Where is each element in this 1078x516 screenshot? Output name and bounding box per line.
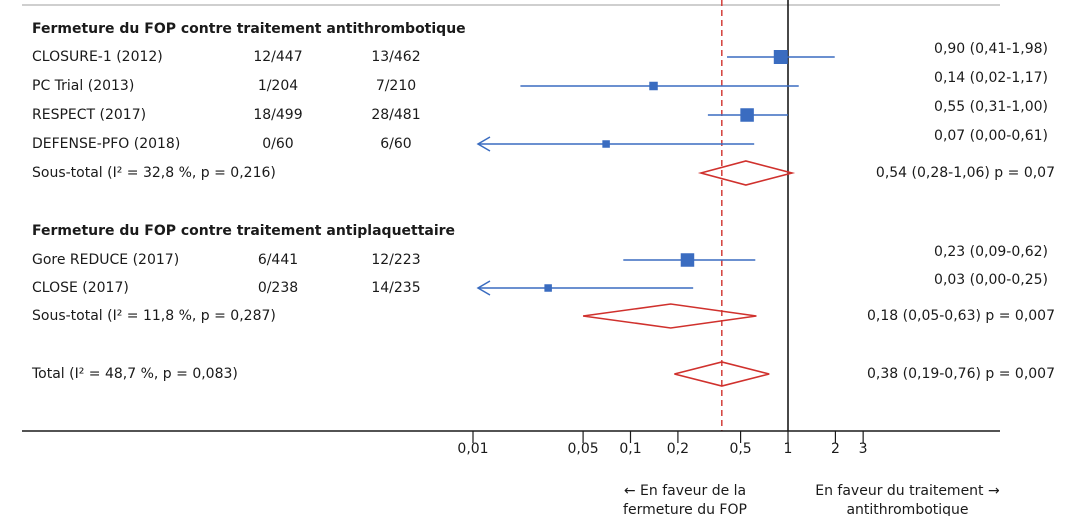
favor-left-line: fermeture du FOP bbox=[623, 502, 747, 516]
events-closure: 0/238 bbox=[257, 280, 299, 296]
events-closure: 6/441 bbox=[257, 252, 299, 268]
point-estimate-square bbox=[544, 284, 552, 292]
events-closure: 1/204 bbox=[257, 78, 299, 94]
study-label: Gore REDUCE (2017) bbox=[32, 252, 180, 268]
point-estimate-square bbox=[680, 253, 695, 267]
total-label: Total (I² = 48,7 %, p = 0,083) bbox=[32, 366, 238, 382]
subtotal-label: Sous-total (I² = 32,8 %, p = 0,216) bbox=[32, 165, 276, 181]
favor-right-line: antithrombotique bbox=[846, 502, 969, 516]
x-tick-label: 0,1 bbox=[619, 441, 642, 457]
favor-right-line: En faveur du traitement → bbox=[815, 483, 1000, 499]
events-control: 14/235 bbox=[371, 280, 421, 296]
favor-left-caption: ← En faveur de la fermeture du FOP bbox=[600, 482, 770, 516]
events-control: 13/462 bbox=[371, 49, 421, 65]
subtotal-diamond bbox=[582, 303, 757, 329]
study-label: DEFENSE-PFO (2018) bbox=[32, 136, 181, 152]
events-closure: 18/499 bbox=[253, 107, 303, 123]
point-estimate-square bbox=[649, 81, 658, 91]
events-closure: 0/60 bbox=[262, 136, 294, 152]
study-label: PC Trial (2013) bbox=[32, 78, 135, 94]
x-tick-label: 2 bbox=[830, 441, 840, 457]
events-control: 28/481 bbox=[371, 107, 421, 123]
estimate-ci-text: 0,90 (0,41-1,98) bbox=[934, 41, 1048, 57]
study-label: RESPECT (2017) bbox=[32, 107, 147, 123]
events-control: 6/60 bbox=[380, 136, 412, 152]
estimate-ci-text: 0,23 (0,09-0,62) bbox=[934, 244, 1048, 260]
ci-arrow-left bbox=[476, 136, 491, 152]
x-tick-label: 0,05 bbox=[567, 441, 599, 457]
x-tick-label: 3 bbox=[858, 441, 868, 457]
subtotal-diamond bbox=[697, 160, 796, 186]
study-label: CLOSE (2017) bbox=[32, 280, 129, 296]
estimate-ci-text: 0,03 (0,00-0,25) bbox=[934, 272, 1048, 288]
estimate-ci-text: 0,54 (0,28-1,06) p = 0,07 bbox=[875, 165, 1055, 181]
study-label: CLOSURE-1 (2012) bbox=[32, 49, 163, 65]
point-estimate-square bbox=[602, 140, 610, 148]
favor-right-caption: En faveur du traitement → antithrombotiqu… bbox=[800, 482, 1015, 516]
estimate-ci-text: 0,18 (0,05-0,63) p = 0,007 bbox=[867, 308, 1055, 324]
estimate-ci-text: 0,55 (0,31-1,00) bbox=[934, 99, 1048, 115]
events-control: 12/223 bbox=[371, 252, 421, 268]
estimate-ci-text: 0,14 (0,02-1,17) bbox=[934, 70, 1048, 86]
point-estimate-square bbox=[773, 50, 788, 64]
total-diamond bbox=[674, 361, 770, 387]
events-control: 7/210 bbox=[375, 78, 417, 94]
estimate-ci-text: 0,38 (0,19-0,76) p = 0,007 bbox=[867, 366, 1055, 382]
subtotal-label: Sous-total (I² = 11,8 %, p = 0,287) bbox=[32, 308, 276, 324]
estimate-ci-text: 0,07 (0,00-0,61) bbox=[934, 128, 1048, 144]
group-header: Fermeture du FOP contre traitement antip… bbox=[32, 223, 456, 239]
group-header: Fermeture du FOP contre traitement antit… bbox=[32, 21, 466, 37]
x-tick-label: 0,5 bbox=[729, 441, 752, 457]
x-tick-label: 1 bbox=[783, 441, 793, 457]
x-tick-label: 0,01 bbox=[457, 441, 489, 457]
ci-arrow-left bbox=[476, 280, 491, 296]
favor-left-line: ← En faveur de la bbox=[623, 483, 747, 499]
events-closure: 12/447 bbox=[253, 49, 303, 65]
point-estimate-square bbox=[740, 108, 754, 122]
x-tick-label: 0,2 bbox=[666, 441, 690, 457]
